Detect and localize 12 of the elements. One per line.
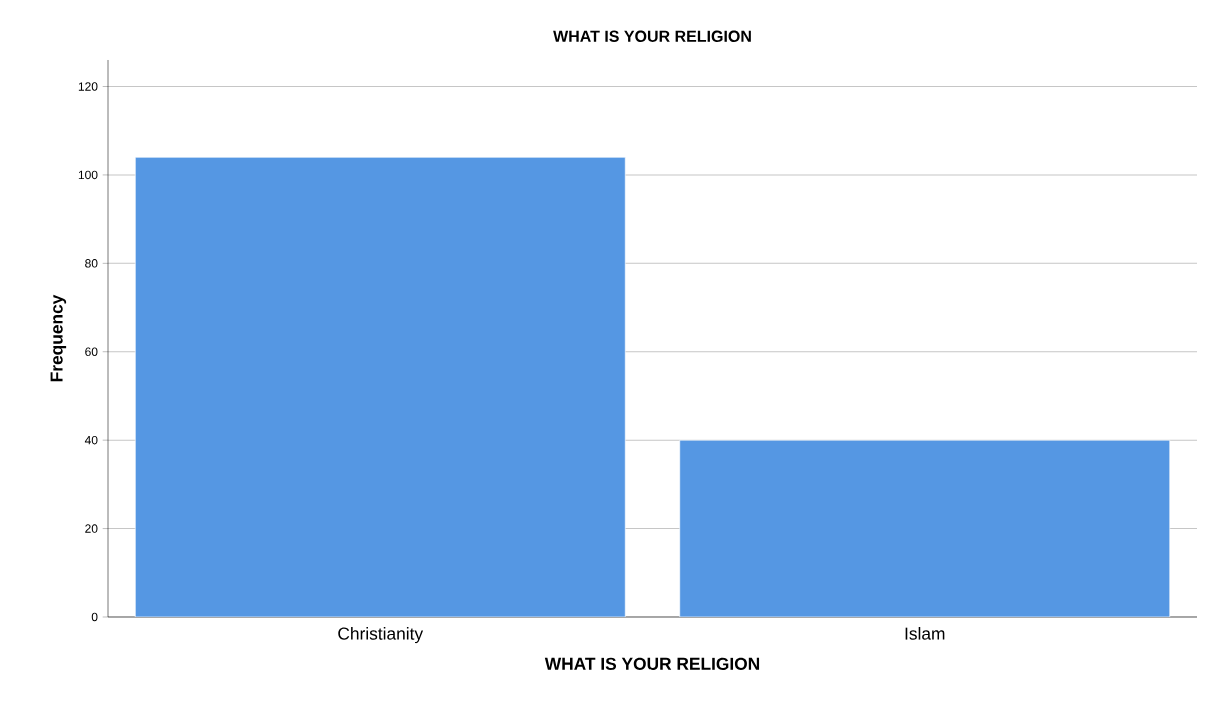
y-tick-label: 80 — [85, 259, 98, 268]
x-tick-label: Christianity — [338, 627, 424, 644]
y-tick-label: 120 — [78, 82, 98, 91]
y-axis-title: Frequency — [50, 294, 67, 382]
y-tick-label: 0 — [91, 612, 98, 622]
x-axis-title: WHAT IS YOUR RELIGION — [544, 657, 760, 670]
y-tick-label: 20 — [85, 524, 98, 533]
y-tick-label: 60 — [85, 347, 98, 357]
y-tick-label: 40 — [84, 435, 98, 445]
chart-title: WHAT IS YOUR RELIGION — [553, 30, 751, 42]
y-tick-label: 100 — [78, 170, 98, 180]
x-tick-label: Islam — [905, 627, 945, 640]
